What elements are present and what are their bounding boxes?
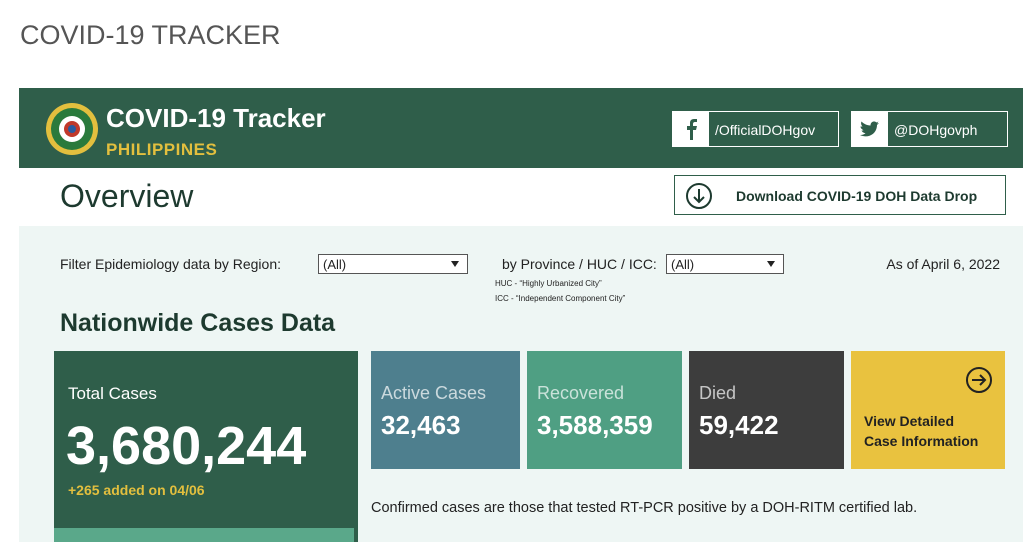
details-card[interactable]: View Detailed Case Information — [851, 351, 1005, 469]
total-added: +265 added on 04/06 — [68, 482, 205, 498]
facebook-link[interactable]: /OfficialDOHgov — [672, 111, 839, 147]
province-value: (All) — [671, 257, 695, 272]
card-strip — [54, 528, 354, 542]
region-label: Filter Epidemiology data by Region: — [60, 256, 282, 272]
facebook-label: /OfficialDOHgov — [715, 122, 816, 138]
details-line: Case Information — [864, 433, 979, 449]
region-value: (All) — [323, 257, 347, 272]
recovered-value: 3,588,359 — [537, 410, 653, 440]
active-label: Active Cases — [381, 383, 487, 403]
filter-note: ICC - “Independent Component City” — [495, 294, 626, 303]
filter-note: HUC - “Highly Urbanized City” — [495, 279, 602, 288]
region-select[interactable]: (All) — [318, 254, 468, 274]
as-of-date: As of April 6, 2022 — [886, 256, 1000, 272]
active-value: 32,463 — [381, 410, 461, 440]
recovered-label: Recovered — [537, 383, 625, 403]
died-card: Died 59,422 — [689, 351, 844, 469]
download-button[interactable]: Download COVID-19 DOH Data Drop — [674, 175, 1006, 215]
header-title: COVID-19 Tracker — [106, 103, 326, 133]
province-select[interactable]: (All) — [666, 254, 784, 274]
active-card: Active Cases 32,463 — [371, 351, 520, 469]
header-subtitle: PHILIPPINES — [106, 140, 218, 159]
total-value: 3,680,244 — [66, 416, 307, 476]
footnote: Confirmed cases are those that tested RT… — [371, 500, 918, 516]
section-title: Nationwide Cases Data — [60, 309, 336, 337]
twitter-label: @DOHgovph — [894, 122, 978, 138]
details-line: View Detailed — [864, 413, 955, 429]
overview-title: Overview — [60, 178, 194, 214]
total-label: Total Cases — [68, 384, 157, 403]
details-icon — [966, 367, 992, 393]
died-label: Died — [699, 383, 737, 403]
total-card: Total Cases 3,680,244 +265 added on 04/0… — [54, 351, 358, 542]
recovered-card: Recovered 3,588,359 — [527, 351, 682, 469]
page-title: COVID-19 TRACKER — [20, 20, 281, 50]
died-value: 59,422 — [699, 410, 779, 440]
twitter-link[interactable]: @DOHgovph — [851, 111, 1008, 147]
province-label: by Province / HUC / ICC: — [502, 256, 657, 272]
logo — [46, 103, 98, 155]
download-icon — [686, 183, 712, 209]
download-label: Download COVID-19 DOH Data Drop — [736, 188, 978, 204]
